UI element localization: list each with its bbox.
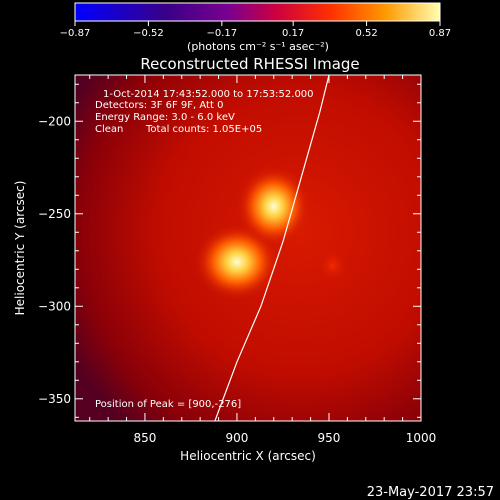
x-tick-label: 950 — [318, 431, 341, 445]
colorbar-label: (photons cm⁻² s⁻¹ asec⁻²) — [187, 40, 329, 53]
colorbar-tick-label: 0.87 — [429, 28, 451, 39]
colorbar — [74, 2, 441, 22]
counts-text: Total counts: 1.05E+05 — [145, 124, 262, 135]
time-range-text: 1-Oct-2014 17:43:52.000 to 17:53:52.000 — [103, 89, 314, 100]
energy-text: Energy Range: 3.0 - 6.0 keV — [95, 112, 235, 123]
peak-text: Position of Peak = [900,-276] — [95, 399, 241, 410]
y-tick-label: −350 — [38, 392, 71, 406]
x-tick-label: 900 — [226, 431, 249, 445]
y-tick-label: −250 — [38, 207, 71, 221]
colorbar-tick-label: −0.87 — [60, 28, 91, 39]
y-tick-label: −200 — [38, 114, 71, 128]
axes: 850 900 950 1000 −200 −250 −300 −350 — [38, 75, 436, 445]
annotations: 1-Oct-2014 17:43:52.000 to 17:53:52.000 … — [95, 89, 314, 410]
y-axis-label: Heliocentric Y (arcsec) — [13, 181, 27, 316]
x-tick-label: 1000 — [406, 431, 437, 445]
footer-timestamp: 23-May-2017 23:57 — [367, 485, 494, 500]
colorbar-tick-label: −0.17 — [207, 28, 238, 39]
x-axis-label: Heliocentric X (arcsec) — [180, 449, 316, 463]
source-2 — [236, 165, 311, 247]
colorbar-tick-label: 0.17 — [282, 28, 304, 39]
solar-limb — [214, 75, 330, 421]
colorbar-tick-label: 0.52 — [355, 28, 377, 39]
x-tick-label: 850 — [133, 431, 156, 445]
image-area — [75, 75, 421, 421]
colorbar-tick-label: −0.52 — [133, 28, 164, 39]
y-tick-label: −300 — [38, 299, 71, 313]
plot-frame — [74, 74, 422, 422]
chart-title: Reconstructed RHESSI Image — [140, 55, 359, 73]
source-3 — [317, 249, 348, 282]
colorbar-ticks: −0.87 −0.52 −0.17 0.17 0.52 0.87 — [60, 21, 451, 39]
clean-text: Clean — [95, 124, 123, 135]
detectors-text: Detectors: 3F 6F 9F, Att 0 — [95, 100, 223, 111]
